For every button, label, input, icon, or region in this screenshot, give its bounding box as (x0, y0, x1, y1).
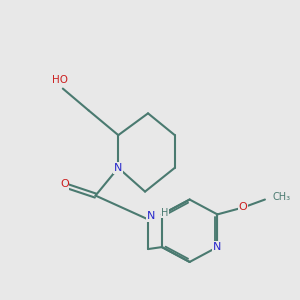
Text: HO: HO (52, 75, 68, 85)
Text: CH₃: CH₃ (272, 192, 290, 202)
Text: O: O (239, 202, 248, 212)
Text: H: H (161, 208, 169, 218)
Text: N: N (213, 242, 222, 252)
Text: N: N (147, 212, 155, 221)
Text: N: N (114, 163, 122, 173)
Text: O: O (60, 179, 69, 189)
